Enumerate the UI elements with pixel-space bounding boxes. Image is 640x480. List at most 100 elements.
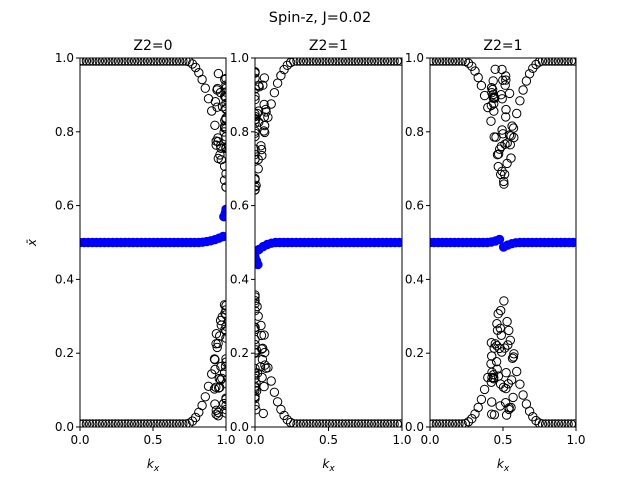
figure-suptitle: Spin-z, J=0.02 — [269, 10, 371, 26]
open-circle-point-s2 — [255, 301, 262, 312]
open-circle-point-s1 — [454, 58, 464, 66]
open-circle-point-s2 — [553, 419, 564, 427]
y-tick-label: 0.0 — [230, 420, 249, 434]
open-circle-point-s2 — [258, 343, 268, 353]
open-circle-point-s1 — [91, 58, 101, 66]
open-circle-point-s2 — [101, 419, 111, 427]
open-circle-point-s1 — [219, 127, 226, 137]
open-circle-point-s2 — [200, 392, 211, 402]
open-circle-point-s2 — [470, 409, 480, 419]
open-circle-point-s1 — [94, 58, 104, 66]
open-circle-point-s1 — [272, 78, 283, 88]
open-circle-point-s1 — [563, 58, 573, 66]
open-circle-point-s1 — [212, 102, 222, 112]
open-circle-point-s1 — [386, 58, 396, 66]
open-circle-point-s1 — [155, 58, 165, 66]
open-circle-point-s1 — [395, 58, 402, 66]
open-circle-point-s1 — [324, 58, 335, 66]
open-circle-point-s2 — [80, 419, 88, 427]
y-tick-label: 0.8 — [230, 125, 249, 139]
open-circle-point-s2 — [259, 381, 269, 392]
open-circle-point-s2 — [491, 357, 502, 367]
open-circle-point-s2 — [168, 419, 178, 427]
open-circle-point-s1 — [158, 58, 169, 66]
open-circle-point-s2 — [499, 296, 509, 306]
open-circle-point-s2 — [496, 330, 506, 340]
open-circle-point-s2 — [289, 419, 299, 427]
open-circle-point-s1 — [496, 90, 506, 100]
blue-point-s3 — [218, 231, 226, 242]
open-circle-point-s1 — [370, 58, 380, 66]
open-circle-point-s2 — [302, 419, 312, 427]
open-circle-point-s1 — [544, 58, 554, 66]
open-circle-point-s2 — [261, 363, 271, 373]
open-circle-point-s2 — [133, 419, 143, 427]
open-circle-point-s1 — [215, 141, 226, 151]
open-circle-point-s1 — [311, 58, 322, 66]
open-circle-point-s2 — [395, 419, 402, 427]
open-circle-point-s1 — [344, 58, 354, 66]
open-circle-point-s1 — [255, 180, 261, 191]
open-circle-point-s1 — [133, 58, 143, 66]
open-circle-point-s1 — [501, 71, 511, 81]
open-circle-point-s1 — [126, 58, 137, 66]
open-circle-point-s2 — [503, 340, 513, 350]
open-circle-point-s2 — [524, 406, 535, 416]
open-circle-point-s2 — [120, 419, 130, 427]
open-circle-point-s1 — [353, 58, 364, 66]
open-circle-point-s2 — [501, 410, 512, 420]
open-circle-point-s2 — [149, 419, 159, 427]
open-circle-point-s1 — [431, 58, 442, 66]
blue-point-s3 — [255, 259, 263, 270]
open-circle-point-s2 — [373, 419, 383, 427]
open-circle-point-s2 — [479, 384, 490, 395]
open-circle-point-s1 — [221, 182, 226, 192]
open-circle-point-s2 — [550, 419, 560, 427]
open-circle-point-s2 — [486, 338, 497, 348]
open-circle-point-s1 — [255, 114, 261, 124]
open-circle-point-s2 — [213, 411, 223, 421]
open-circle-point-s2 — [210, 364, 220, 375]
open-circle-point-s2 — [211, 329, 222, 339]
open-circle-point-s2 — [494, 343, 505, 354]
open-circle-point-s1 — [441, 58, 451, 66]
y-tick-label: 0.8 — [55, 125, 74, 139]
open-circle-point-s2 — [430, 419, 438, 427]
open-circle-point-s2 — [457, 419, 467, 427]
open-circle-point-s1 — [506, 153, 516, 163]
open-circle-point-s1 — [302, 58, 312, 66]
open-circle-point-s2 — [370, 419, 380, 427]
open-circle-point-s2 — [496, 305, 506, 316]
open-circle-point-s1 — [220, 115, 226, 126]
open-circle-point-s1 — [489, 99, 499, 109]
y-tick-label: 0.2 — [405, 346, 424, 360]
open-circle-point-s2 — [500, 398, 511, 408]
open-circle-point-s1 — [221, 169, 226, 179]
open-circle-point-s2 — [209, 384, 220, 394]
open-circle-point-s2 — [476, 394, 487, 405]
open-circle-point-s2 — [557, 419, 567, 427]
open-circle-point-s1 — [497, 125, 507, 135]
open-circle-point-s2 — [340, 419, 351, 427]
subplot-title: Z2=0 — [133, 38, 172, 54]
open-circle-point-s1 — [547, 58, 557, 66]
open-circle-point-s1 — [497, 166, 507, 177]
open-circle-point-s1 — [392, 58, 402, 66]
open-circle-point-s2 — [515, 379, 525, 389]
open-circle-point-s1 — [97, 58, 108, 66]
open-circle-point-s2 — [327, 419, 338, 427]
open-circle-point-s1 — [444, 58, 454, 66]
open-circle-point-s2 — [269, 387, 280, 397]
open-circle-point-s1 — [219, 121, 226, 132]
open-circle-point-s2 — [353, 419, 364, 427]
open-circle-point-s2 — [467, 414, 477, 424]
open-circle-point-s1 — [152, 58, 162, 66]
open-circle-point-s1 — [117, 58, 127, 66]
open-circle-point-s2 — [540, 419, 551, 427]
open-circle-point-s1 — [276, 70, 286, 81]
open-circle-point-s1 — [221, 103, 226, 114]
open-circle-point-s2 — [487, 397, 497, 407]
open-circle-point-s2 — [255, 405, 261, 415]
open-circle-point-s1 — [295, 58, 305, 66]
open-circle-point-s2 — [382, 419, 393, 427]
